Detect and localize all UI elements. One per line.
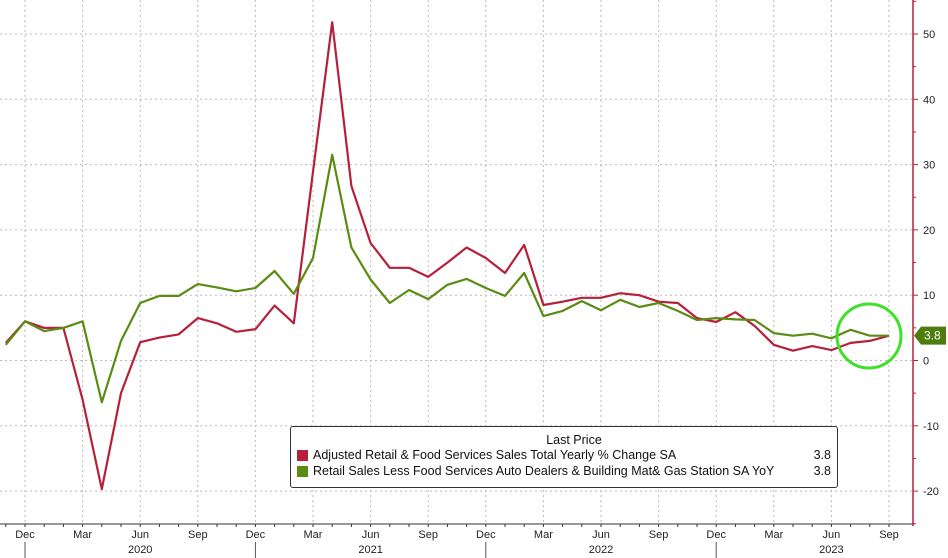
legend-item-red: Adjusted Retail & Food Services Sales To…	[291, 447, 837, 463]
x-tick-label: Jun	[362, 529, 380, 541]
overlay: 3.8	[835, 302, 946, 370]
x-tick-label: Mar	[764, 529, 783, 541]
x-tick-label: Sep	[649, 529, 669, 541]
x-tick-label: Mar	[534, 529, 553, 541]
x-tick-label: Dec	[476, 529, 496, 541]
x-tick-label: Jun	[592, 529, 610, 541]
highlight-circle	[835, 302, 903, 370]
x-year-label: 2021	[358, 544, 382, 556]
legend-label: Adjusted Retail & Food Services Sales To…	[313, 448, 677, 462]
x-tick-label: Sep	[879, 529, 899, 541]
y-tick-label: 30	[923, 160, 935, 172]
legend-title: Last Price	[546, 433, 602, 447]
y-tick-label: 10	[923, 290, 935, 302]
y-tick-label: -20	[923, 486, 939, 498]
x-year-label: 2023	[819, 544, 843, 556]
legend-value: 3.8	[813, 448, 831, 462]
x-tick-label: Jun	[823, 529, 841, 541]
y-tick-label: 0	[923, 356, 929, 368]
legend-value: 3.8	[813, 464, 831, 478]
x-tick-label: Mar	[73, 529, 92, 541]
x-tick-label: Jun	[131, 529, 149, 541]
y-tick-label: 50	[923, 29, 935, 41]
legend: Last Price Adjusted Retail & Food Servic…	[290, 426, 838, 488]
y-tick-label: 20	[923, 225, 935, 237]
last-value-label: 3.8	[924, 329, 941, 343]
x-tick-label: Dec	[706, 529, 726, 541]
last-value-tag	[914, 326, 946, 345]
legend-swatch-green	[297, 465, 308, 477]
y-tick-label: -10	[923, 421, 939, 433]
x-tick-label: Mar	[304, 529, 323, 541]
series-lines	[4, 21, 890, 491]
series-line-red	[4, 21, 890, 491]
series-line-green	[4, 153, 889, 404]
x-tick-label: Dec	[15, 529, 35, 541]
legend-item-green: Retail Sales Less Food Services Auto Dea…	[291, 463, 837, 479]
x-tick-label: Dec	[246, 529, 266, 541]
x-year-label: 2020	[128, 544, 152, 556]
x-year-label: 2022	[589, 544, 613, 556]
x-tick-label: Sep	[418, 529, 438, 541]
y-tick-label: 40	[923, 94, 935, 106]
legend-swatch-red	[297, 449, 308, 461]
x-tick-label: Sep	[188, 529, 208, 541]
legend-label: Retail Sales Less Food Services Auto Dea…	[313, 464, 775, 478]
